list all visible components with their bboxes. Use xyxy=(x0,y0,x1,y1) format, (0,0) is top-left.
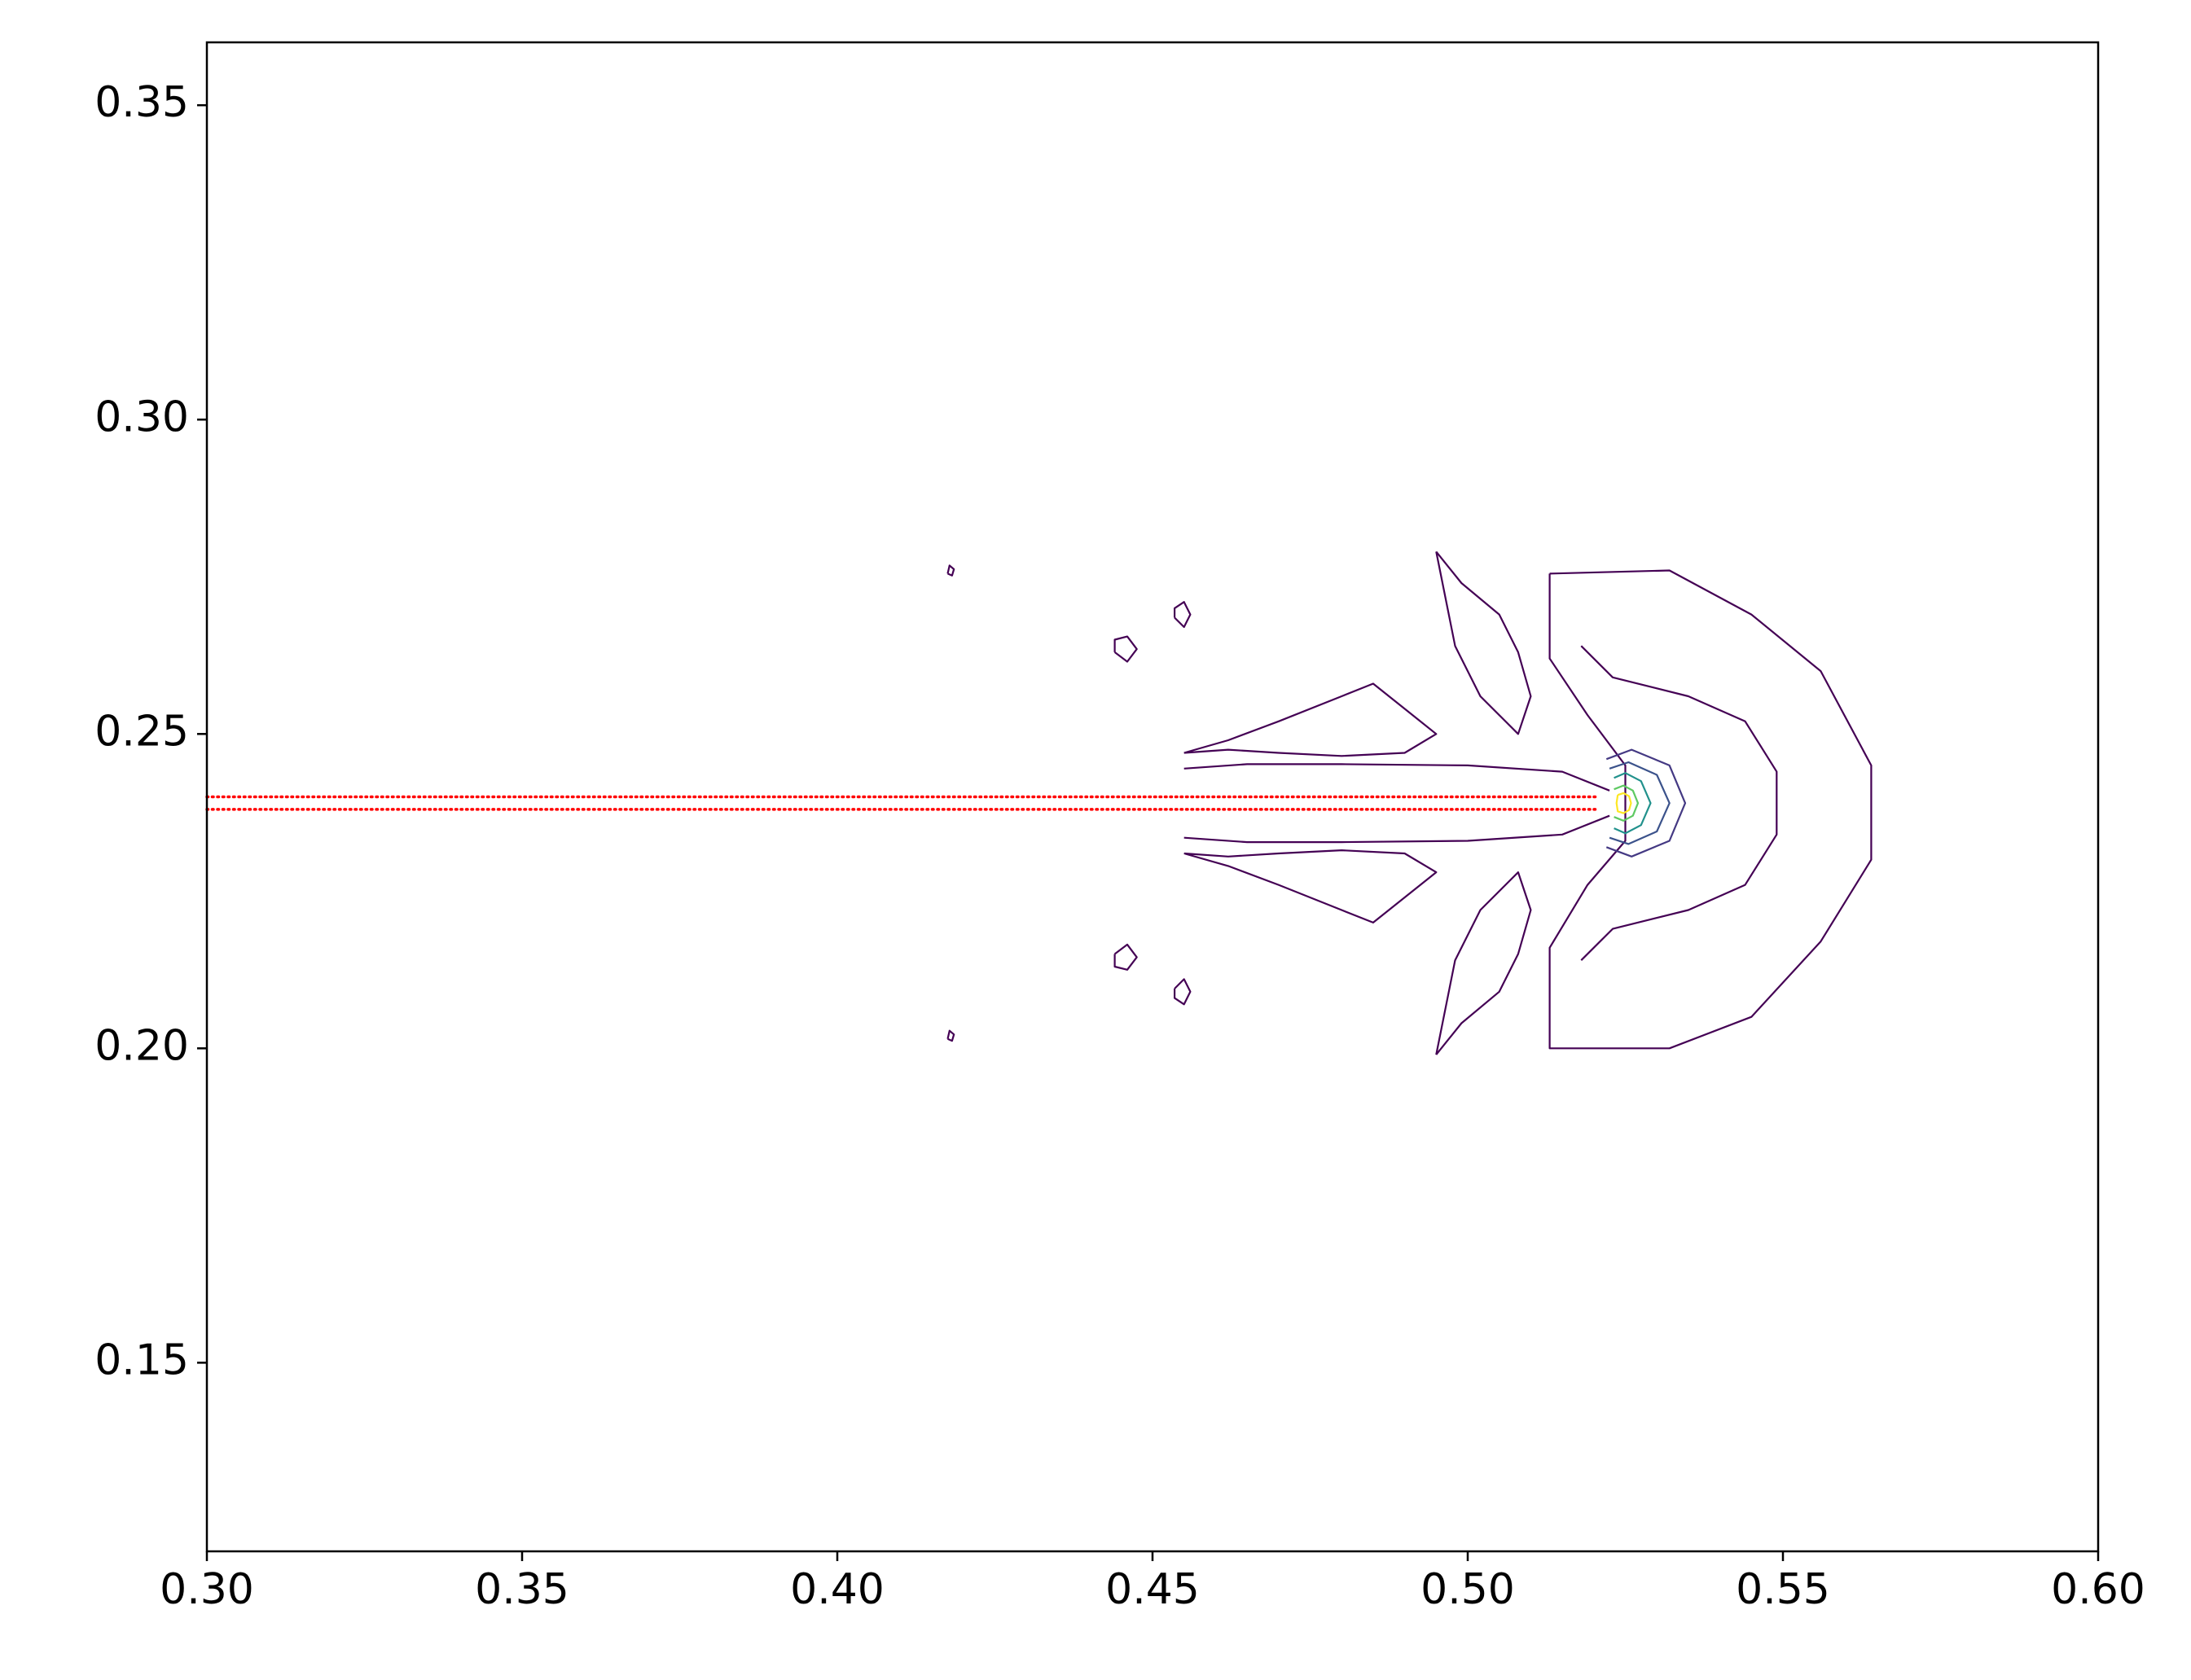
contour-line xyxy=(1548,569,1873,1050)
contour-line xyxy=(1435,871,1532,1055)
x-tick-label: 0.35 xyxy=(475,1565,569,1614)
contour-line xyxy=(1615,792,1632,814)
contour-line xyxy=(1435,550,1532,735)
y-tick-label: 0.25 xyxy=(94,707,189,756)
contour-line xyxy=(946,1029,955,1042)
x-tick-label: 0.40 xyxy=(790,1565,885,1614)
contour-line xyxy=(1174,601,1192,629)
contour-line xyxy=(946,564,955,577)
y-tick-label: 0.30 xyxy=(94,393,189,441)
contour-line xyxy=(1605,748,1687,858)
contour-line xyxy=(1183,682,1438,757)
x-tick-label: 0.60 xyxy=(2051,1565,2145,1614)
x-tick-label: 0.30 xyxy=(160,1565,254,1614)
contour-line xyxy=(1183,814,1610,844)
x-tick-label: 0.55 xyxy=(1736,1565,1830,1614)
contour-line xyxy=(1614,772,1652,835)
y-tick-label: 0.15 xyxy=(94,1336,189,1384)
contour-line xyxy=(1614,784,1640,822)
contour-line xyxy=(1113,943,1138,971)
contour-line xyxy=(1174,978,1192,1006)
contour-line xyxy=(1113,635,1138,663)
x-tick-label: 0.50 xyxy=(1420,1565,1515,1614)
contour-line xyxy=(1183,763,1610,792)
contour-line xyxy=(1183,849,1438,923)
y-tick-label: 0.20 xyxy=(94,1021,189,1070)
contour-line xyxy=(1580,645,1778,961)
y-tick-label: 0.35 xyxy=(94,78,189,127)
plot-frame xyxy=(205,41,2100,1553)
contour-line xyxy=(1609,761,1671,845)
x-tick-label: 0.45 xyxy=(1105,1565,1200,1614)
